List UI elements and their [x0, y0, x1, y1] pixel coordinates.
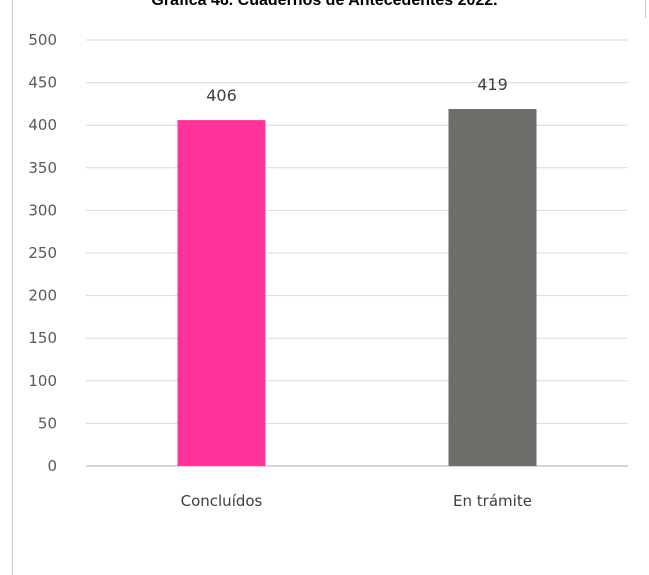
y-tick-label: 100: [28, 372, 57, 390]
category-label: En trámite: [453, 492, 532, 510]
gridlines: [86, 39, 628, 467]
y-tick-label: 200: [28, 287, 57, 305]
y-tick-label: 400: [28, 116, 57, 134]
y-tick-label: 0: [47, 457, 57, 475]
y-tick-label: 250: [28, 244, 57, 262]
chart-title: Gráfica 46. Cuadernos de Antecedentes 20…: [151, 0, 498, 9]
bar: [448, 109, 537, 467]
y-tick-label: 500: [28, 31, 57, 49]
chart-frame-border: [12, 0, 13, 575]
y-tick-label: 150: [28, 329, 57, 347]
x-axis-categories: Concluídos En trámite: [181, 492, 532, 510]
y-tick-label: 350: [28, 159, 57, 177]
y-axis-ticks: 0 50 100 150 200 250 300 350 400 450 500: [28, 31, 57, 475]
bars: [177, 109, 537, 467]
data-label: 419: [477, 75, 508, 94]
data-label: 406: [206, 86, 237, 105]
category-label: Concluídos: [181, 492, 263, 510]
bar: [177, 120, 266, 466]
y-tick-label: 50: [38, 414, 57, 432]
data-labels: 406 419: [206, 75, 508, 105]
chart-frame-border-right: [645, 0, 646, 18]
y-tick-label: 300: [28, 201, 57, 219]
y-tick-label: 450: [28, 74, 57, 92]
